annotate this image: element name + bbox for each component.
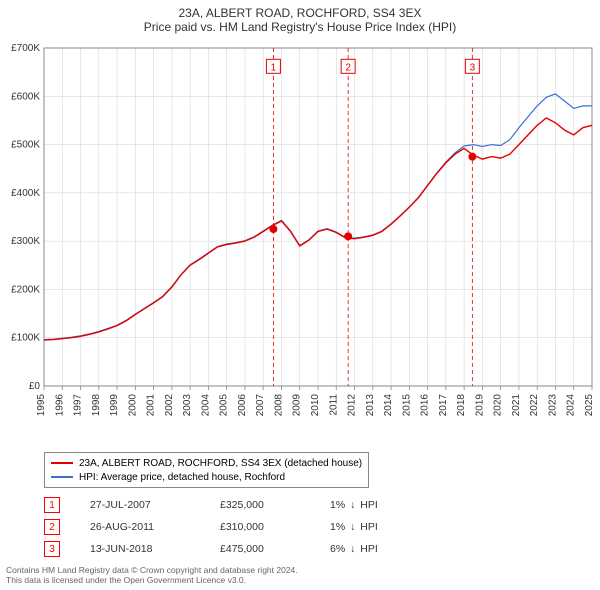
svg-text:1: 1 [271,62,277,73]
sales-table: 1 27-JUL-2007 £325,000 1% ↓ HPI 2 26-AUG… [44,494,450,560]
sale-row: 2 26-AUG-2011 £310,000 1% ↓ HPI [44,516,450,538]
legend-swatch [51,476,73,478]
svg-text:£300K: £300K [11,236,40,247]
sale-date: 26-AUG-2011 [90,521,220,533]
svg-text:£700K: £700K [11,43,40,54]
svg-text:1998: 1998 [91,394,102,417]
svg-text:2017: 2017 [438,394,449,417]
legend-label: HPI: Average price, detached house, Roch… [79,472,285,483]
svg-text:2003: 2003 [182,394,193,417]
svg-text:2008: 2008 [273,394,284,417]
sale-date: 27-JUL-2007 [90,499,220,511]
sale-delta: 1% ↓ HPI [330,521,450,533]
svg-text:£100K: £100K [11,333,40,344]
svg-text:2018: 2018 [456,394,467,417]
svg-text:£500K: £500K [11,140,40,151]
svg-text:2015: 2015 [401,394,412,417]
svg-text:2001: 2001 [146,394,157,417]
svg-text:2010: 2010 [310,394,321,417]
svg-text:£400K: £400K [11,188,40,199]
sale-marker-icon: 3 [44,541,60,557]
svg-text:2012: 2012 [347,394,358,417]
svg-text:2022: 2022 [529,394,540,417]
down-arrow-icon: ↓ [350,499,355,511]
sale-delta: 1% ↓ HPI [330,499,450,511]
svg-text:3: 3 [470,62,476,73]
svg-text:2002: 2002 [164,394,175,417]
svg-text:2009: 2009 [292,394,303,417]
svg-text:2023: 2023 [547,394,558,417]
svg-text:£200K: £200K [11,284,40,295]
sale-marker-icon: 2 [44,519,60,535]
sale-row: 1 27-JUL-2007 £325,000 1% ↓ HPI [44,494,450,516]
svg-text:1996: 1996 [54,394,65,417]
svg-text:2000: 2000 [127,394,138,417]
footer-line: This data is licensed under the Open Gov… [6,575,298,586]
sale-price: £475,000 [220,543,330,555]
svg-text:£600K: £600K [11,91,40,102]
price-chart: £0 £100K £200K £300K £400K £500K £600K £700K 199… [0,42,600,446]
svg-text:2013: 2013 [365,394,376,417]
svg-text:2016: 2016 [420,394,431,417]
down-arrow-icon: ↓ [350,521,355,533]
chart-title: 23A, ALBERT ROAD, ROCHFORD, SS4 3EX [0,6,600,20]
svg-text:2025: 2025 [584,394,595,417]
svg-text:2006: 2006 [237,394,248,417]
sale-marker-icon: 1 [44,497,60,513]
svg-text:2: 2 [345,62,351,73]
svg-text:2020: 2020 [493,394,504,417]
svg-text:£0: £0 [29,381,41,392]
svg-text:2021: 2021 [511,394,522,417]
svg-text:2007: 2007 [255,394,266,417]
footer-line: Contains HM Land Registry data © Crown c… [6,565,298,576]
down-arrow-icon: ↓ [350,543,355,555]
svg-text:1995: 1995 [36,394,47,417]
svg-text:2019: 2019 [474,394,485,417]
svg-text:2011: 2011 [328,394,339,416]
footer-attribution: Contains HM Land Registry data © Crown c… [6,565,298,586]
sale-delta: 6% ↓ HPI [330,543,450,555]
chart-subtitle: Price paid vs. HM Land Registry's House … [0,20,600,34]
chart-title-block: 23A, ALBERT ROAD, ROCHFORD, SS4 3EX Pric… [0,0,600,34]
sale-row: 3 13-JUN-2018 £475,000 6% ↓ HPI [44,538,450,560]
legend: 23A, ALBERT ROAD, ROCHFORD, SS4 3EX (det… [44,452,369,488]
legend-item: HPI: Average price, detached house, Roch… [51,470,362,484]
svg-text:2014: 2014 [383,394,394,417]
legend-item: 23A, ALBERT ROAD, ROCHFORD, SS4 3EX (det… [51,456,362,470]
svg-text:2024: 2024 [566,394,577,417]
sale-price: £310,000 [220,521,330,533]
svg-text:2004: 2004 [200,394,211,417]
sale-price: £325,000 [220,499,330,511]
svg-text:1997: 1997 [73,394,84,417]
svg-text:1999: 1999 [109,394,120,417]
sale-date: 13-JUN-2018 [90,543,220,555]
svg-text:2005: 2005 [219,394,230,417]
legend-label: 23A, ALBERT ROAD, ROCHFORD, SS4 3EX (det… [79,458,362,469]
legend-swatch [51,462,73,464]
